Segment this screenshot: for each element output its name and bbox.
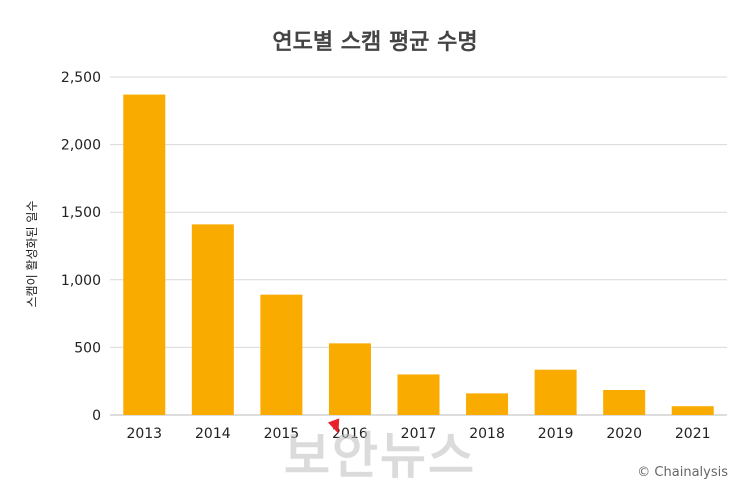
bar-2013 [123, 94, 166, 416]
x-tick-label: 2020 [606, 426, 642, 442]
y-tick-label: 2,500 [61, 70, 101, 86]
bar-2021 [671, 406, 714, 415]
bar-2014 [191, 224, 234, 415]
bar-2015 [260, 294, 303, 415]
y-tick-label: 500 [74, 340, 101, 356]
y-tick-label: 1,500 [61, 205, 101, 221]
x-tick-label: 2014 [195, 426, 231, 442]
y-tick-label: 0 [92, 408, 101, 424]
y-tick-label: 1,000 [61, 273, 101, 289]
x-tick-label: 2015 [264, 426, 300, 442]
bar-2020 [603, 389, 646, 415]
x-tick-label: 2017 [401, 426, 437, 442]
x-tick-labels: 2013 2014 2015 2016 2017 2018 2019 2020 2021 [126, 426, 710, 442]
bar-2016 [328, 343, 371, 415]
bar-2017 [397, 374, 440, 415]
y-axis-label: 스캠이 활성화된 일수 [25, 201, 39, 308]
bars [123, 94, 714, 416]
source-credit: © Chainalysis [637, 465, 728, 480]
chart-title: 연도별 스캠 평균 수명 [272, 30, 477, 55]
x-tick-label: 2013 [126, 426, 162, 442]
x-tick-label: 2021 [675, 426, 711, 442]
watermark-logo: 보안뉴스 [284, 427, 476, 485]
bar-2019 [534, 369, 577, 415]
x-tick-label: 2018 [469, 426, 505, 442]
bar-2018 [466, 393, 509, 415]
y-tick-labels: 0 500 1,000 1,500 2,000 2,500 [61, 70, 101, 424]
x-tick-label: 2016 [332, 426, 368, 442]
x-tick-label: 2019 [538, 426, 574, 442]
y-tick-label: 2,000 [61, 138, 101, 154]
